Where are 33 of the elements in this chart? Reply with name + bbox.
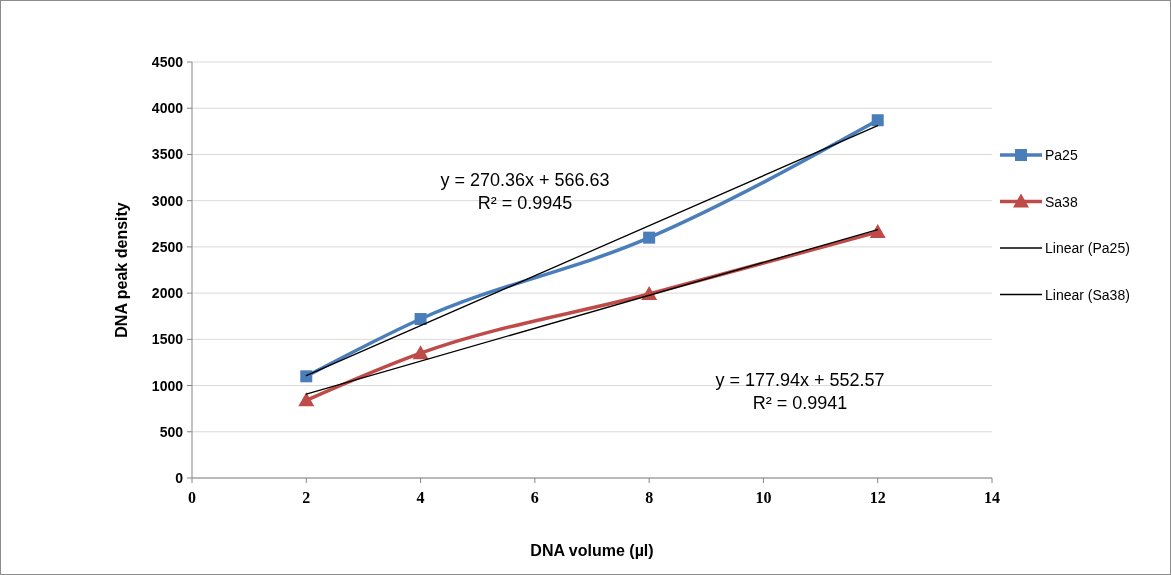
- y-tick-label: 3500: [151, 146, 184, 163]
- point: [298, 392, 315, 407]
- point: [869, 224, 886, 239]
- y-tick-label: 4500: [151, 54, 184, 70]
- y-tick-label: 4000: [151, 100, 184, 117]
- legend-label: Pa25: [1045, 147, 1078, 163]
- y-tick-label: 1500: [151, 331, 184, 348]
- annotation: y = 270.36x + 566.63 R² = 0.9945: [440, 170, 610, 213]
- y-axis-title: DNA peak density: [113, 202, 130, 338]
- x-tick-label: 8: [645, 489, 654, 506]
- x-tick-label: 12: [869, 489, 886, 506]
- y-tick-label: 2500: [151, 238, 184, 255]
- x-tick-label: 0: [188, 489, 196, 506]
- legend-label: Linear (Sa38): [1045, 286, 1130, 303]
- y-tick-label: 3000: [151, 192, 184, 209]
- point: [412, 345, 429, 360]
- y-tick-label: 0: [175, 470, 184, 486]
- legend-label: Sa38: [1045, 193, 1078, 210]
- point: [414, 313, 427, 325]
- x-tick-label: 6: [530, 489, 539, 506]
- x-tick-label: 4: [416, 489, 425, 506]
- x-axis-title: DNA volume (µl): [530, 542, 654, 559]
- x-tick-label: 10: [755, 489, 772, 506]
- annotation: y = 177.94x + 552.57 R² = 0.9941: [715, 370, 885, 413]
- y-tick-label: 2000: [151, 285, 184, 302]
- y-tick-label: 1000: [151, 377, 184, 394]
- x-tick-label: 14: [984, 489, 1000, 506]
- x-tick-label: 2: [302, 489, 311, 506]
- legend-label: Linear (Pa25): [1045, 240, 1130, 256]
- y-tick-label: 500: [159, 423, 184, 440]
- point: [300, 370, 313, 383]
- point: [871, 114, 884, 127]
- point: [643, 231, 656, 244]
